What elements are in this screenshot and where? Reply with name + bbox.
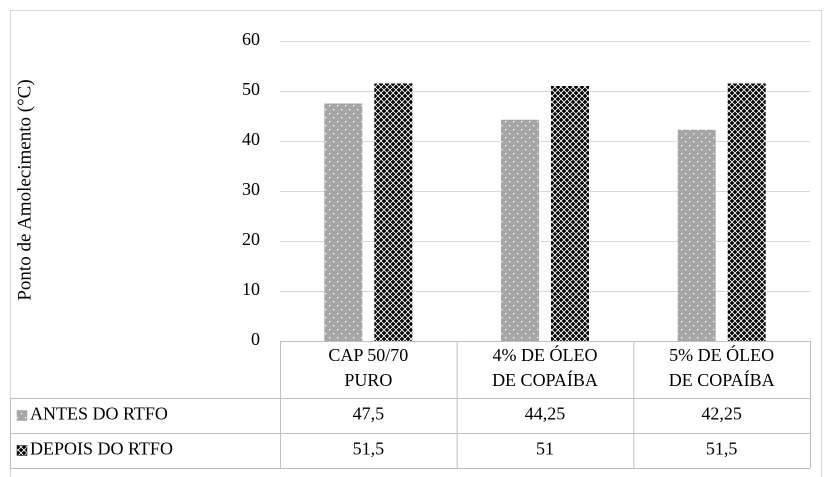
table-value: 47,5 [353,404,385,424]
bar [727,83,766,341]
y-tick-label: 30 [242,179,260,199]
y-axis-title: Ponto de Amolecimento (°C) [14,79,35,300]
y-tick-label: 10 [242,279,260,299]
x-tick-label: 4% DE ÓLEO DE COPAÍBA [492,344,598,390]
table-value: 51,5 [353,439,385,459]
y-tick-label: 50 [242,79,260,99]
bar [677,129,716,341]
y-tick-label: 0 [251,329,260,349]
table-value: 51 [536,439,554,459]
x-tick-label: 5% DE ÓLEO DE COPAÍBA [669,344,775,390]
legend-key [16,410,28,421]
bar [501,119,539,341]
bar [374,83,413,341]
x-tick-label: CAP 50/70 PURO [328,345,408,390]
legend-key [16,445,28,456]
bar [324,103,363,341]
y-tick-label: 20 [242,229,260,249]
y-tick-label: 60 [242,29,260,49]
table-value: 51,5 [706,439,738,459]
legend-label: ANTES DO RTFO [30,404,168,424]
y-tick-label: 40 [242,129,260,149]
frame [10,10,822,477]
table-value: 42,25 [701,404,742,424]
bar [551,86,589,341]
legend-label: DEPOIS DO RTFO [30,439,173,459]
table-value: 44,25 [525,404,566,424]
